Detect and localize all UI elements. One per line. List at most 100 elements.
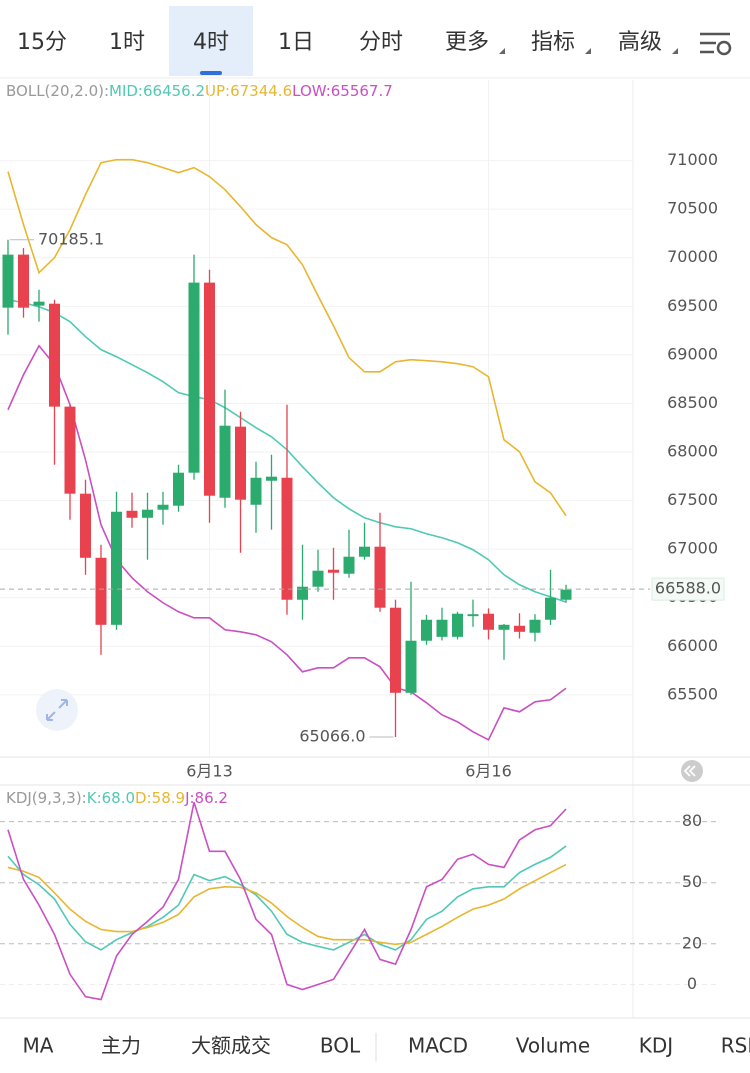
indicator-line: [7, 863, 567, 946]
y-tick-label: 66000: [667, 636, 718, 655]
indicator-line: [7, 344, 567, 741]
active-tab-indicator: [200, 71, 222, 75]
indicator-tab[interactable]: RSI: [721, 1034, 750, 1058]
candle-body: [421, 619, 432, 641]
indicator-line: [7, 845, 567, 951]
price-pane: BOLL(20,2.0):MID:66456.2UP:67344.6LOW:65…: [0, 80, 725, 781]
y-tick-label: 67000: [667, 539, 718, 558]
y-tick-label: 65500: [667, 684, 718, 703]
candle-body: [390, 607, 401, 693]
candle-body: [49, 303, 60, 407]
y-tick-label: 80: [682, 811, 702, 830]
indicator-line: [7, 158, 567, 517]
y-tick-label: 68500: [667, 393, 718, 412]
period-tab[interactable]: 4时: [193, 30, 229, 55]
indicator-tab[interactable]: MA: [23, 1034, 54, 1058]
candle-body: [343, 556, 355, 574]
candle-body: [235, 426, 246, 500]
indicator-tab[interactable]: KDJ: [639, 1034, 673, 1058]
y-tick-label: 69000: [667, 344, 718, 363]
indicator-tab[interactable]: 主力: [101, 1034, 141, 1058]
candle-body: [204, 282, 215, 496]
y-tick-label: 67500: [667, 490, 718, 509]
candle-body: [157, 504, 169, 510]
candle-body: [483, 613, 494, 630]
kdj-pane: KDJ(9,3,3):K:68.0D:58.9J:86.2 0 20 50 80: [0, 789, 720, 1001]
y-tick-label: 0: [687, 974, 697, 993]
x-tick-label: 6月13: [186, 762, 233, 781]
indicator-legend: BOLL(20,2.0):MID:66456.2UP:67344.6LOW:65…: [6, 82, 393, 100]
candle-body: [142, 509, 153, 518]
y-tick-label: 70000: [667, 247, 718, 266]
candle-body: [266, 476, 277, 481]
period-tab[interactable]: 1时: [109, 30, 145, 55]
indicator-tabs: MA 主力 大额成交 BOL MACD Volume KDJ RSI: [23, 1034, 750, 1058]
indicator-legend: KDJ(9,3,3):K:68.0D:58.9J:86.2: [6, 789, 228, 807]
candle-body: [219, 425, 231, 498]
y-tick-label: 68000: [667, 442, 718, 461]
indicator-name: BOLL(20,2.0):: [6, 82, 109, 100]
period-tab[interactable]: 15分: [17, 30, 67, 55]
candle-body: [498, 624, 510, 630]
period-tab[interactable]: 指标: [531, 30, 575, 55]
candle-body: [374, 546, 386, 608]
legend-entry: UP:67344.6: [205, 82, 292, 100]
legend-entry: MID:66456.2: [109, 82, 205, 100]
candle-body: [250, 477, 262, 505]
candle-body: [312, 570, 324, 587]
indicator-name: KDJ(9,3,3):: [6, 789, 87, 807]
legend-entry: J:86.2: [184, 789, 228, 807]
dropdown-caret: [672, 48, 678, 54]
candle-body: [80, 493, 91, 558]
indicator-tab[interactable]: BOL: [320, 1034, 361, 1058]
candle-body: [560, 589, 572, 600]
indicator-tab[interactable]: 大额成交: [191, 1034, 271, 1058]
candle-body: [452, 613, 463, 637]
legend-entry: LOW:65567.7: [292, 82, 393, 100]
candle-body: [18, 254, 29, 308]
indicator-tab[interactable]: Volume: [516, 1034, 590, 1058]
low-label: 65066.0: [299, 726, 365, 745]
candle-body: [359, 546, 370, 557]
period-tab[interactable]: 高级: [618, 30, 662, 55]
dropdown-caret: [499, 48, 505, 54]
y-tick-label: 69500: [667, 296, 718, 315]
x-tick-label: 6月16: [465, 762, 512, 781]
candle-body: [514, 625, 525, 632]
candle-body: [95, 557, 107, 625]
candle-body: [188, 282, 200, 473]
candle-body: [33, 301, 45, 306]
dropdown-caret: [585, 48, 591, 54]
candle-body: [436, 619, 448, 637]
indicator-tab[interactable]: MACD: [408, 1034, 468, 1058]
period-tab[interactable]: 分时: [359, 30, 403, 55]
high-label: 70185.1: [38, 229, 104, 248]
y-tick-label: 70500: [667, 199, 718, 218]
legend-entry: D:58.9: [135, 789, 185, 807]
candle-body: [529, 619, 541, 633]
settings-icon[interactable]: [700, 32, 732, 56]
candle-body: [64, 406, 76, 494]
period-tabs: 15分 1时 4时 1日 分时 更多 指标 高级: [17, 6, 678, 76]
candle-body: [281, 477, 293, 600]
expand-button[interactable]: [36, 689, 78, 731]
candle-body: [467, 614, 479, 617]
legend-entry: K:68.0: [87, 789, 135, 807]
indicator-line: [7, 802, 567, 1001]
candle-body: [2, 254, 14, 308]
period-tab[interactable]: 更多: [445, 30, 489, 55]
y-tick-label: 20: [682, 933, 702, 952]
period-tab[interactable]: 1日: [278, 30, 314, 55]
candle-body: [111, 511, 122, 625]
active-tab-bg: [169, 6, 253, 76]
candle-body: [545, 597, 556, 620]
collapse-button[interactable]: [681, 760, 703, 782]
last-price-box: [651, 577, 725, 601]
y-tick-label: 71000: [667, 150, 718, 169]
candle-body: [173, 472, 184, 506]
candle-body: [405, 640, 417, 693]
candle-body: [328, 569, 339, 573]
